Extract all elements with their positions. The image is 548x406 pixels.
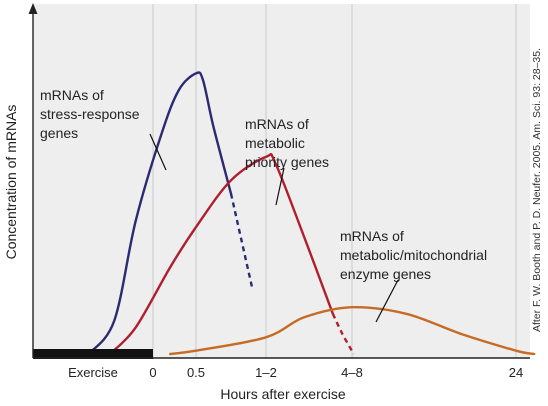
series-layer xyxy=(87,71,536,356)
x-tick-label: 24 xyxy=(509,365,523,380)
x-tick-label: 4–8 xyxy=(341,365,363,380)
y-axis-arrow xyxy=(28,3,38,14)
y-axis-label: Concentration of mRNAs xyxy=(3,105,19,260)
source-credit: After F. W. Booth and P. D. Neufer. 2005… xyxy=(531,48,543,332)
series-line-metabolic-priority xyxy=(108,153,335,356)
series-dashed-metabolic-priority xyxy=(331,313,355,355)
exercise-label: Exercise xyxy=(68,365,118,380)
series-dashed-stress-response xyxy=(229,193,254,288)
leader-line-stress-response xyxy=(149,133,167,171)
annotation-metabolic-priority: mRNAs of metabolic priority genes xyxy=(245,116,329,170)
x-tick-label: 1–2 xyxy=(255,365,277,380)
leader-line-mitochondrial-enzyme xyxy=(375,279,399,323)
exercise-bar xyxy=(33,349,153,359)
x-tick-labels: 0 0.5 1–2 4–8 24 xyxy=(149,365,523,380)
series-annotations: mRNAs of stress-response genes mRNAs of meta… xyxy=(40,87,487,323)
x-tick-label: 0.5 xyxy=(187,365,205,380)
series-line-mitochondrial-enzyme xyxy=(169,305,536,356)
annotation-stress-response: mRNAs of stress-response genes xyxy=(40,87,140,141)
x-tick-label: 0 xyxy=(149,365,156,380)
x-axis-label: Hours after exercise xyxy=(220,386,345,402)
annotation-mitochondrial-enzyme: mRNAs of metabolic/mitochondrial enzyme ge… xyxy=(340,228,487,282)
series-line-stress-response xyxy=(87,71,233,356)
leader-line-metabolic-priority xyxy=(275,167,285,206)
